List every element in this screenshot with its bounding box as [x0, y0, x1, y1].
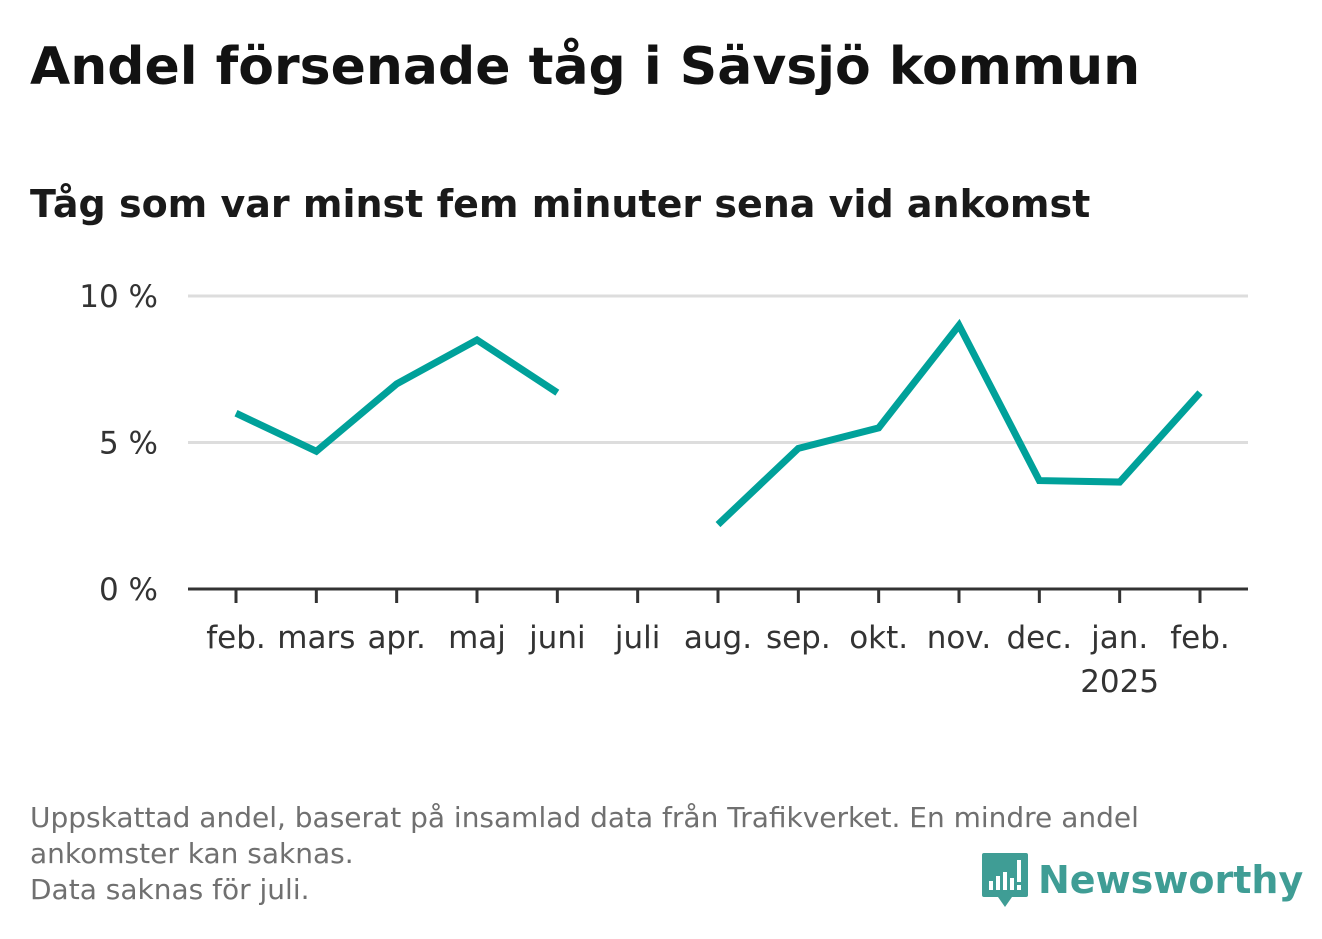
- y-axis-labels: 0 % 5 % 10 %: [79, 279, 158, 608]
- x-tick-label: okt.: [849, 620, 908, 656]
- x-tick-label: maj: [448, 620, 506, 656]
- x-tick-label: juni: [528, 620, 586, 656]
- y-tick-label: 10 %: [79, 279, 158, 315]
- x-tick-label: apr.: [367, 620, 425, 656]
- chart-title: Andel försenade tåg i Sävsjö kommun: [30, 37, 1141, 97]
- x-tick-label: aug.: [684, 620, 752, 656]
- brand-name: Newsworthy: [1038, 858, 1304, 902]
- series-lines: [234, 318, 1203, 528]
- series-line-segment: [234, 335, 560, 456]
- grid-lines: [188, 294, 1248, 444]
- x-axis-labels: feb. mars apr. maj juni juli aug. sep. okt. nov. d…: [206, 620, 1230, 700]
- chart-subtitle: Tåg som var minst fem minuter sena vid a…: [30, 182, 1091, 226]
- x-tick-label: nov.: [927, 620, 991, 656]
- footnote-line: Uppskattad andel, baserat på insamlad da…: [30, 801, 1139, 834]
- series-line-segment: [715, 318, 1203, 528]
- x-tick-label: sep.: [766, 620, 831, 656]
- brand-logo: Newsworthy: [980, 850, 1303, 910]
- x-tick-label: feb.: [206, 620, 266, 656]
- x-tick-sublabel: 2025: [1080, 664, 1159, 700]
- y-tick-label: 0 %: [99, 572, 158, 608]
- x-tick-label: dec.: [1007, 620, 1073, 656]
- footnote-line: ankomster kan saknas.: [30, 837, 354, 870]
- x-tick-label: mars: [277, 620, 355, 656]
- x-tick-label: feb.: [1170, 620, 1230, 656]
- x-axis: [188, 587, 1248, 603]
- footnote: Uppskattad andel, baserat på insamlad da…: [30, 800, 1280, 908]
- footnote-line: Data saknas för juli.: [30, 873, 310, 906]
- newsworthy-logo-icon: [982, 853, 1028, 907]
- x-tick-label: juli: [614, 620, 661, 656]
- y-tick-label: 5 %: [99, 426, 158, 462]
- x-tick-label: jan.: [1090, 620, 1148, 656]
